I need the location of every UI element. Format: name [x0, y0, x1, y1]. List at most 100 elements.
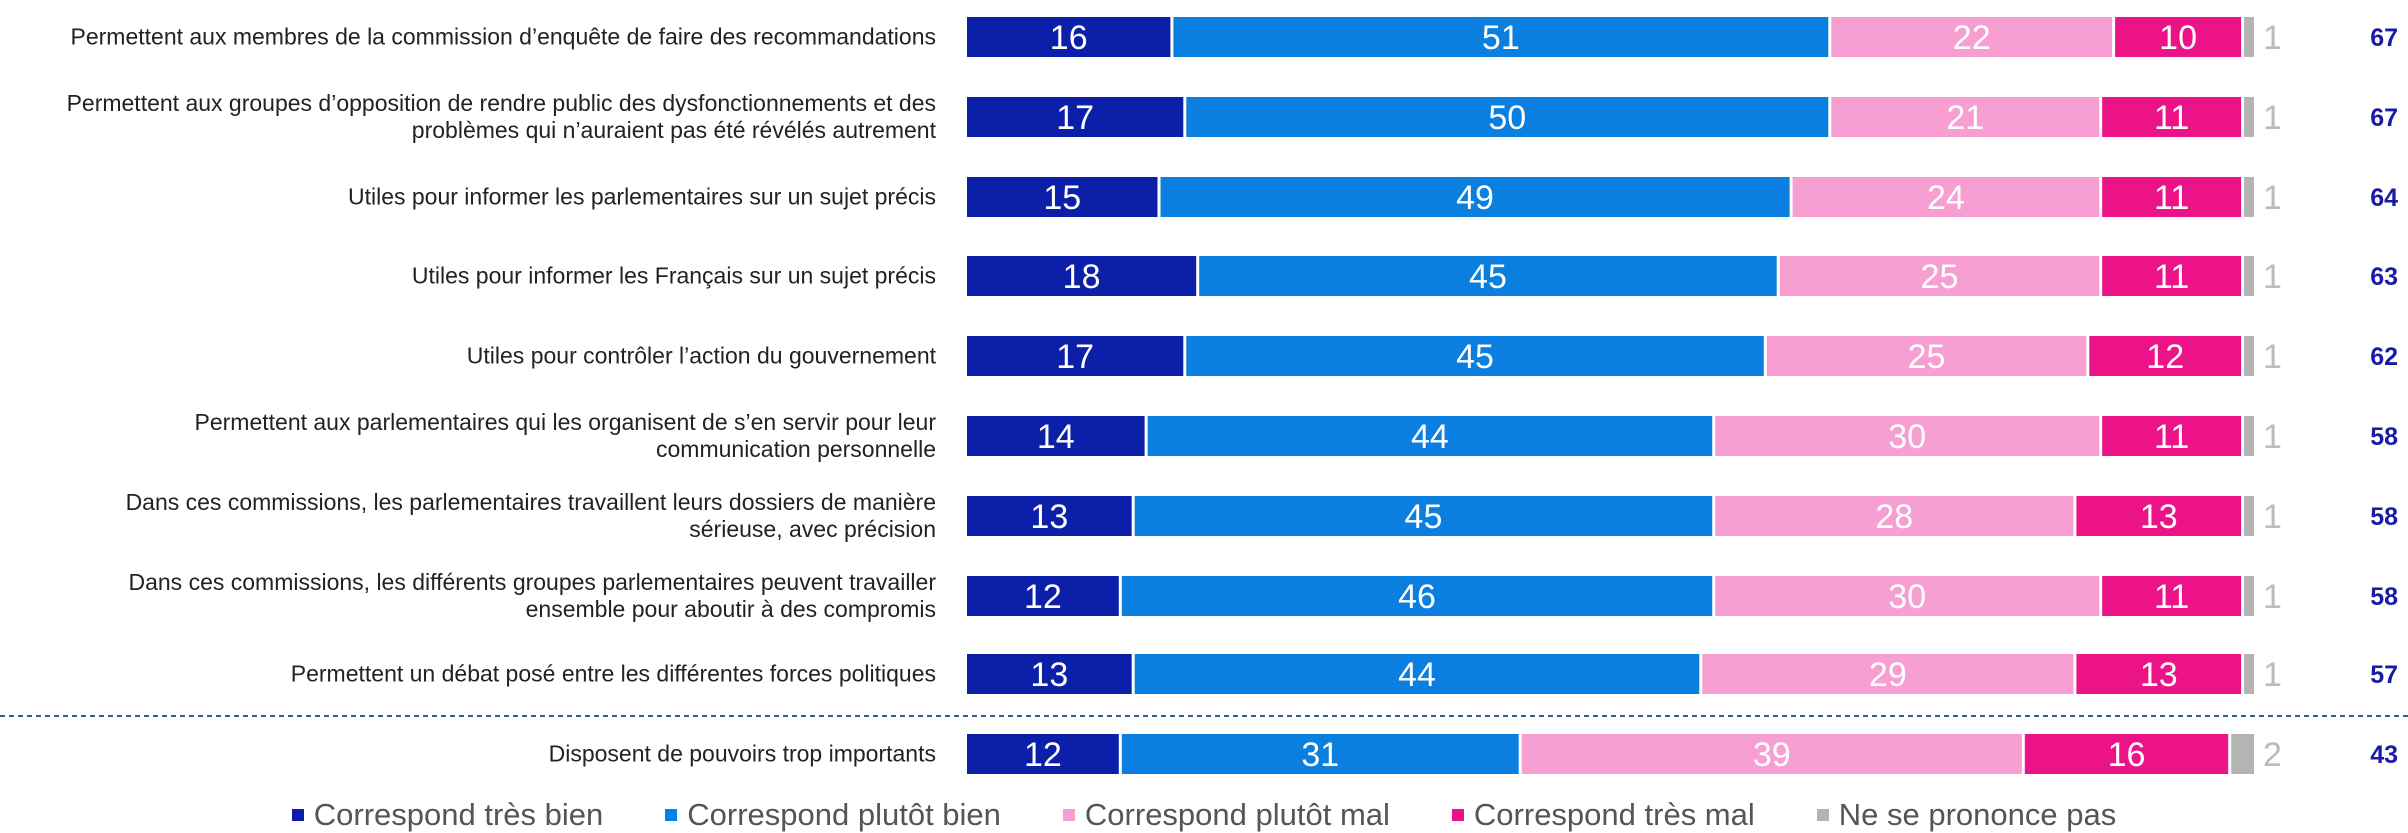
bar-segment — [967, 416, 1145, 456]
value-label: 25 — [1921, 258, 1959, 296]
bar-segment — [2244, 416, 2254, 456]
bar-segment — [967, 177, 1158, 217]
value-label: 2 — [2263, 736, 2282, 774]
value-label: 30 — [1888, 418, 1926, 456]
bar-segment — [1147, 416, 1713, 456]
value-label: 51 — [1482, 19, 1520, 57]
category-label: Permettent aux membres de la commission … — [70, 23, 937, 50]
value-label: 50 — [1488, 99, 1526, 137]
bar-segment — [1521, 734, 2022, 774]
bar-segment — [1792, 177, 2100, 217]
value-label: 21 — [1946, 99, 1984, 137]
legend-swatch — [1451, 809, 1464, 821]
value-label: 45 — [1469, 258, 1507, 296]
bar-segment — [2244, 256, 2254, 296]
legend-item: Correspond très bien — [291, 797, 603, 833]
category-label: Dans ces commissions, les parlementaires… — [125, 489, 936, 542]
bar-segment — [1173, 17, 1829, 57]
bar-segment — [967, 576, 1119, 616]
value-label: 22 — [1953, 19, 1991, 57]
value-label: 12 — [1024, 736, 1062, 774]
total-label: 64 — [2370, 184, 2398, 212]
value-label: 1 — [2263, 19, 2282, 57]
bar-segment — [2244, 496, 2254, 536]
value-label: 12 — [1024, 578, 1062, 616]
bar-segment — [2244, 654, 2254, 694]
total-label: 62 — [2370, 343, 2398, 371]
legend-item: Correspond plutôt mal — [1062, 797, 1390, 833]
total-label: 58 — [2370, 423, 2398, 451]
bar-segment — [2102, 416, 2242, 456]
bar-segment — [2115, 17, 2242, 57]
bar-segment — [1715, 416, 2100, 456]
value-label: 44 — [1398, 656, 1436, 694]
legend-label: Ne se prononce pas — [1838, 797, 2117, 832]
category-label: Disposent de pouvoirs trop importants — [548, 740, 936, 767]
bar-segment — [1831, 97, 2100, 137]
value-label: 11 — [2154, 418, 2189, 456]
category-label: Dans ces commissions, les différents gro… — [128, 569, 936, 622]
value-label: 13 — [2140, 498, 2178, 536]
bar-segment — [2102, 177, 2242, 217]
value-label: 46 — [1398, 578, 1436, 616]
legend-label: Correspond plutôt mal — [1084, 797, 1390, 832]
value-label: 24 — [1927, 179, 1965, 217]
value-label: 28 — [1875, 498, 1913, 536]
category-label: Permettent aux parlementaires qui les or… — [194, 409, 937, 462]
category-label: Utiles pour contrôler l’action du gouver… — [466, 342, 936, 369]
bar-segment — [2089, 336, 2242, 376]
bar-segment — [2244, 97, 2254, 137]
value-label: 30 — [1888, 578, 1926, 616]
legend-item: Ne se prononce pas — [1816, 797, 2117, 833]
bar-segment — [2102, 97, 2242, 137]
value-label: 11 — [2154, 258, 2189, 296]
bar-segment — [1134, 654, 1700, 694]
bar-segment — [2076, 654, 2242, 694]
value-label: 29 — [1869, 656, 1907, 694]
bar-segment — [1715, 576, 2100, 616]
legend-swatch — [1816, 809, 1829, 821]
value-label: 45 — [1456, 338, 1494, 376]
bar-segment — [967, 496, 1132, 536]
bar-segment — [2244, 17, 2254, 57]
legend: Correspond très bien Correspond plutôt bi… — [0, 797, 2408, 833]
bar-segment — [2244, 336, 2254, 376]
value-label: 17 — [1056, 99, 1094, 137]
value-label: 49 — [1456, 179, 1494, 217]
value-label: 1 — [2263, 338, 2282, 376]
value-label: 1 — [2263, 179, 2282, 217]
bar-segment — [2102, 256, 2242, 296]
bar-segment — [1121, 576, 1713, 616]
bar-segment — [967, 97, 1184, 137]
bar-segment — [1186, 97, 1829, 137]
value-label: 1 — [2263, 656, 2282, 694]
value-label: 1 — [2263, 258, 2282, 296]
bar-segment — [2076, 496, 2242, 536]
bar-segment — [1199, 256, 1777, 296]
category-label: Permettent un débat posé entre les diffé… — [290, 660, 936, 687]
value-label: 14 — [1037, 418, 1075, 456]
value-label: 11 — [2154, 99, 2189, 137]
bar-segment — [1121, 734, 1519, 774]
value-label: 13 — [1030, 498, 1068, 536]
value-label: 44 — [1411, 418, 1449, 456]
value-label: 18 — [1063, 258, 1101, 296]
value-label: 39 — [1753, 736, 1791, 774]
value-label: 1 — [2263, 578, 2282, 616]
bar-segment — [1831, 17, 2113, 57]
value-label: 25 — [1908, 338, 1946, 376]
legend-item: Correspond très mal — [1451, 797, 1755, 833]
bar-segment — [967, 734, 1119, 774]
bar-segment — [967, 17, 1171, 57]
value-label: 1 — [2263, 418, 2282, 456]
legend-swatch — [291, 809, 304, 821]
legend-label: Correspond très mal — [1473, 797, 1755, 832]
value-label: 11 — [2154, 578, 2189, 616]
bar-segment — [967, 336, 1184, 376]
bar-segment — [967, 654, 1132, 694]
bar-segment — [2231, 734, 2254, 774]
bar-segment — [1715, 496, 2074, 536]
value-label: 15 — [1043, 179, 1081, 217]
value-label: 16 — [2108, 736, 2146, 774]
